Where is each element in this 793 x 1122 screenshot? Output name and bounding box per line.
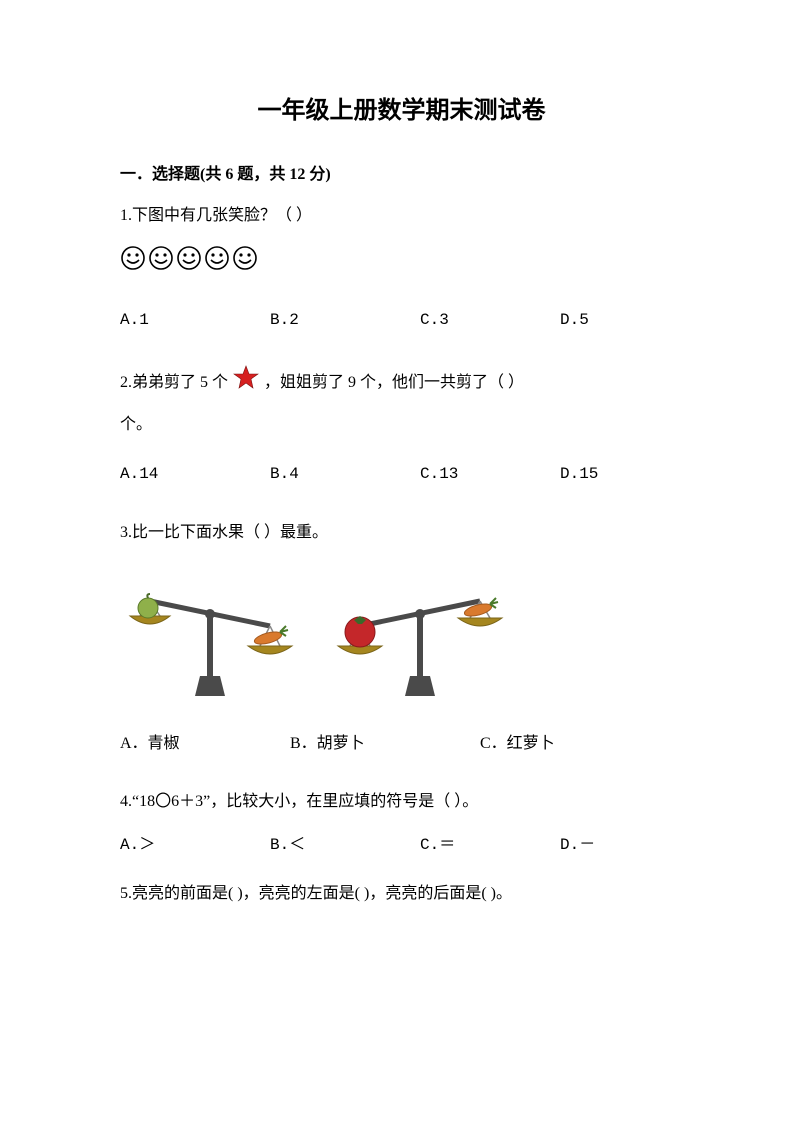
- q2-text-mid: ，姐姐剪了 9 个，他们一共剪了（ ）: [264, 369, 524, 398]
- question-1: 1.下图中有几张笑脸？（ ） A.1 B.2 C.3 D.5: [120, 202, 683, 334]
- option-b: B．胡萝卜: [290, 730, 480, 759]
- option-a: A.1: [120, 306, 270, 335]
- balance-2: [330, 566, 510, 706]
- balance-1: [120, 566, 300, 706]
- section-header: 一．选择题(共 6 题，共 12 分): [120, 161, 683, 190]
- option-d: D.15: [560, 460, 660, 489]
- option-a: A．青椒: [120, 730, 290, 759]
- question-3: 3.比一比下面水果（ ）最重。: [120, 519, 683, 759]
- option-d: D.－: [560, 831, 660, 860]
- option-b: B.4: [270, 460, 420, 489]
- option-b: B.2: [270, 306, 420, 335]
- question-4: 4.“18〇6＋3”，比较大小，在里应填的符号是（ ）。 A.＞ B.＜ C.＝…: [120, 788, 683, 860]
- smiley-row: [120, 245, 683, 282]
- q2-options: A.14 B.4 C.13 D.15: [120, 460, 683, 489]
- option-c: C.3: [420, 306, 560, 335]
- option-d: D.5: [560, 306, 660, 335]
- q1-text: 1.下图中有几张笑脸？（ ）: [120, 202, 683, 231]
- q2-text-after: 个。: [120, 411, 683, 440]
- q2-text-pre: 2.弟弟剪了 5 个: [120, 369, 228, 398]
- q1-options: A.1 B.2 C.3 D.5: [120, 306, 683, 335]
- q3-text: 3.比一比下面水果（ ）最重。: [120, 519, 683, 548]
- smiley-icon: [176, 245, 202, 282]
- question-2: 2.弟弟剪了 5 个 ，姐姐剪了 9 个，他们一共剪了（ ） 个。 A.14 B…: [120, 364, 683, 488]
- smiley-icon: [120, 245, 146, 282]
- q5-text: 5.亮亮的前面是( )，亮亮的左面是( )，亮亮的后面是( )。: [120, 880, 683, 909]
- smiley-icon: [232, 245, 258, 282]
- option-c: C.＝: [420, 831, 560, 860]
- page-title: 一年级上册数学期末测试卷: [120, 90, 683, 133]
- option-a: A.＞: [120, 831, 270, 860]
- question-5: 5.亮亮的前面是( )，亮亮的左面是( )，亮亮的后面是( )。: [120, 880, 683, 909]
- option-a: A.14: [120, 460, 270, 489]
- option-c: C．红萝卜: [480, 730, 640, 759]
- smiley-icon: [204, 245, 230, 282]
- q4-text: 4.“18〇6＋3”，比较大小，在里应填的符号是（ ）。: [120, 788, 683, 817]
- option-c: C.13: [420, 460, 560, 489]
- smiley-icon: [148, 245, 174, 282]
- option-b: B.＜: [270, 831, 420, 860]
- balance-scales: [120, 566, 683, 706]
- star-icon: [232, 364, 260, 403]
- q3-options: A．青椒 B．胡萝卜 C．红萝卜: [120, 730, 683, 759]
- q4-options: A.＞ B.＜ C.＝ D.－: [120, 831, 683, 860]
